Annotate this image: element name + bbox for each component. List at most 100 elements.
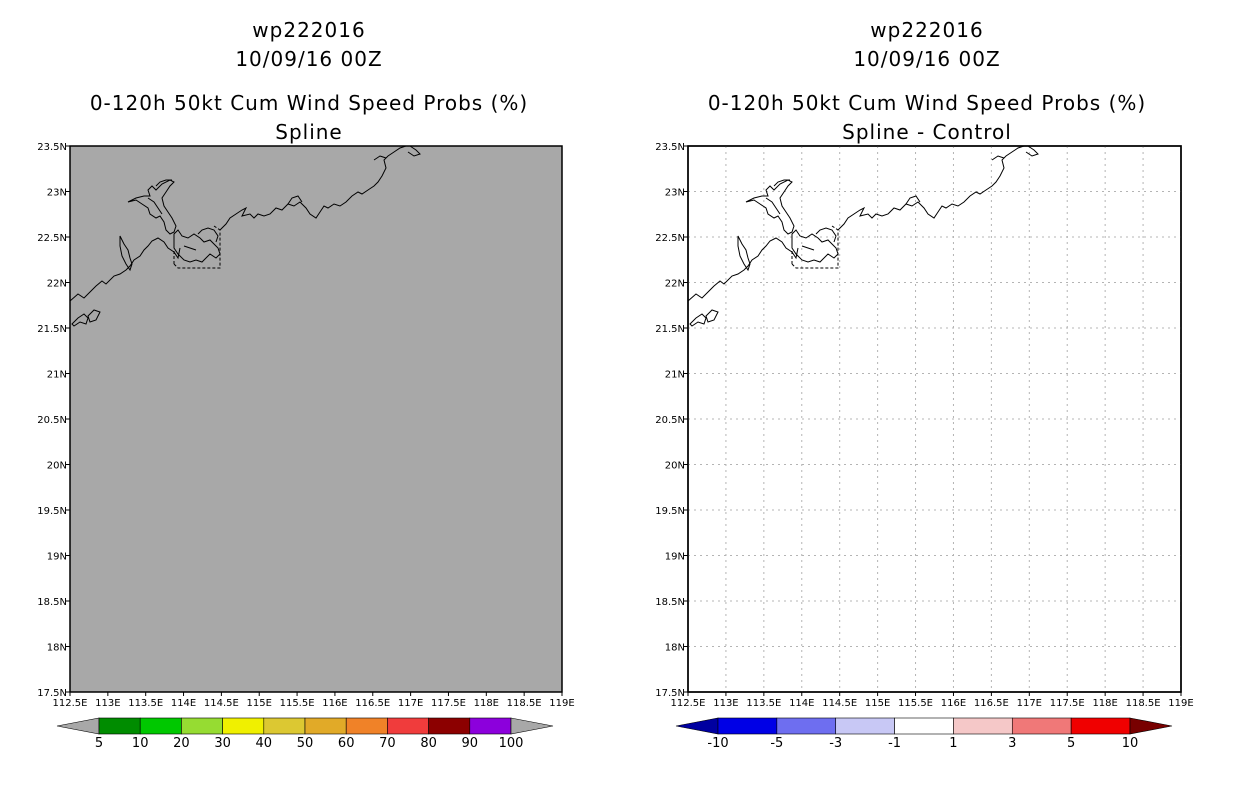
left-colorbar-swatch [98,717,141,735]
right-lat-tick-label: 20.5N [655,415,685,426]
left-lat-tick-label: 17.5N [37,688,67,699]
right-product-title: 0-120h 50kt Cum Wind Speed Probs (%) [707,91,1147,115]
right-colorbar-label: -1 [888,736,901,751]
right-storm-id: wp222016 [870,18,984,42]
right-colorbar-label: 3 [1008,736,1016,751]
left-colorbar-high-end [510,717,554,735]
left-lat-tick-label: 22.5N [37,233,67,244]
right-lon-tick-label: 114.5E [822,698,857,709]
right-lon-tick-label: 115E [865,698,890,709]
right-colorbar-swatch [1011,717,1072,735]
right-lon-tick-label: 117.5E [1050,698,1085,709]
left-colorbar-swatch [387,717,429,735]
left-colorbar-swatch [222,717,265,735]
left-lat-tick-label: 20.5N [37,415,67,426]
right-lat-tick-label: 18.5N [655,597,685,608]
left-datetime: 10/09/16 00Z [235,47,383,71]
right-datetime: 10/09/16 00Z [853,47,1001,71]
right-colorbar-high-end [1129,717,1173,735]
right-lat-tick-label: 20N [665,461,685,472]
left-colorbar-low-end [56,717,100,735]
right-lon-tick-label: 116E [941,698,966,709]
right-colorbar-swatch [776,717,837,735]
left-lat-tick-label: 19N [47,552,67,563]
left-colorbar-swatch [345,717,388,735]
right-colorbar-label: -10 [707,736,728,751]
right-subtitle: Spline - Control [842,120,1012,144]
left-lon-tick-label: 116E [322,698,347,709]
right-lon-tick-label: 116.5E [974,698,1009,709]
right-lat-tick-label: 18N [665,643,685,654]
left-colorbar-label: 20 [173,736,190,751]
right-lon-tick-label: 117E [1017,698,1042,709]
left-lat-tick-label: 21N [47,370,67,381]
right-colorbar-label: 1 [949,736,957,751]
right-colorbar-label: -5 [770,736,783,751]
right-colorbar-label: 10 [1122,736,1139,751]
left-colorbar-swatch [428,717,471,735]
left-lon-tick-label: 115E [247,698,272,709]
left-lon-tick-label: 113E [95,698,120,709]
right-colorbar-swatch [717,717,778,735]
left-lon-tick-label: 118E [474,698,499,709]
right-colorbar-swatch [1070,717,1131,735]
right-lat-tick-label: 19.5N [655,506,685,517]
left-subtitle: Spline [275,120,343,144]
right-lon-tick-label: 112.5E [671,698,706,709]
right-lon-tick-label: 115.5E [898,698,933,709]
left-colorbar-label: 80 [420,736,437,751]
left-lon-tick-label: 113.5E [128,698,163,709]
left-product-title: 0-120h 50kt Cum Wind Speed Probs (%) [89,91,529,115]
left-colorbar-label: 60 [338,736,355,751]
left-lon-tick-label: 115.5E [280,698,315,709]
right-lat-tick-label: 22.5N [655,233,685,244]
left-lat-tick-label: 23.5N [37,142,67,153]
left-lat-tick-label: 18.5N [37,597,67,608]
left-lon-tick-label: 114.5E [204,698,239,709]
left-colorbar-label: 50 [297,736,314,751]
right-lat-tick-label: 23.5N [655,142,685,153]
left-colorbar-label: 5 [95,736,103,751]
right-lat-tick-label: 19N [665,552,685,563]
left-lon-tick-label: 117E [398,698,423,709]
left-colorbar-swatch [304,717,347,735]
right-colorbar-swatch [894,717,954,735]
left-lon-tick-label: 114E [171,698,196,709]
right-lat-tick-label: 21N [665,370,685,381]
left-colorbar-label: 30 [214,736,231,751]
right-lon-tick-label: 118E [1092,698,1117,709]
left-lat-tick-label: 22N [47,279,67,290]
right-colorbar-label: 5 [1067,736,1075,751]
left-colorbar-label: 90 [462,736,479,751]
right-colorbar-swatch [835,717,895,735]
left-lat-tick-label: 18N [47,643,67,654]
left-lon-tick-label: 116.5E [355,698,390,709]
left-colorbar-label: 40 [256,736,273,751]
left-lat-tick-label: 23N [47,188,67,199]
left-colorbar-label: 100 [499,736,524,751]
right-lat-tick-label: 17.5N [655,688,685,699]
left-colorbar-swatch [469,717,512,735]
left-colorbar-swatch [181,717,223,735]
left-lon-tick-label: 112.5E [53,698,88,709]
right-lon-tick-label: 113E [713,698,738,709]
left-colorbar-label: 10 [132,736,149,751]
left-colorbar-label: 70 [379,736,396,751]
right-colorbar-low-end [675,717,719,735]
right-lon-tick-label: 119E [1168,698,1193,709]
right-lat-tick-label: 23N [665,188,685,199]
left-lat-tick-label: 21.5N [37,324,67,335]
left-lat-tick-label: 20N [47,461,67,472]
left-lon-tick-label: 117.5E [431,698,466,709]
left-lon-tick-label: 118.5E [507,698,542,709]
right-lon-tick-label: 114E [789,698,814,709]
right-colorbar-label: -3 [829,736,842,751]
left-colorbar-swatch [139,717,182,735]
left-storm-id: wp222016 [252,18,366,42]
right-colorbar-swatch [953,717,1013,735]
right-lon-tick-label: 118.5E [1126,698,1161,709]
left-lat-tick-label: 19.5N [37,506,67,517]
right-lon-tick-label: 113.5E [746,698,781,709]
right-lat-tick-label: 22N [665,279,685,290]
